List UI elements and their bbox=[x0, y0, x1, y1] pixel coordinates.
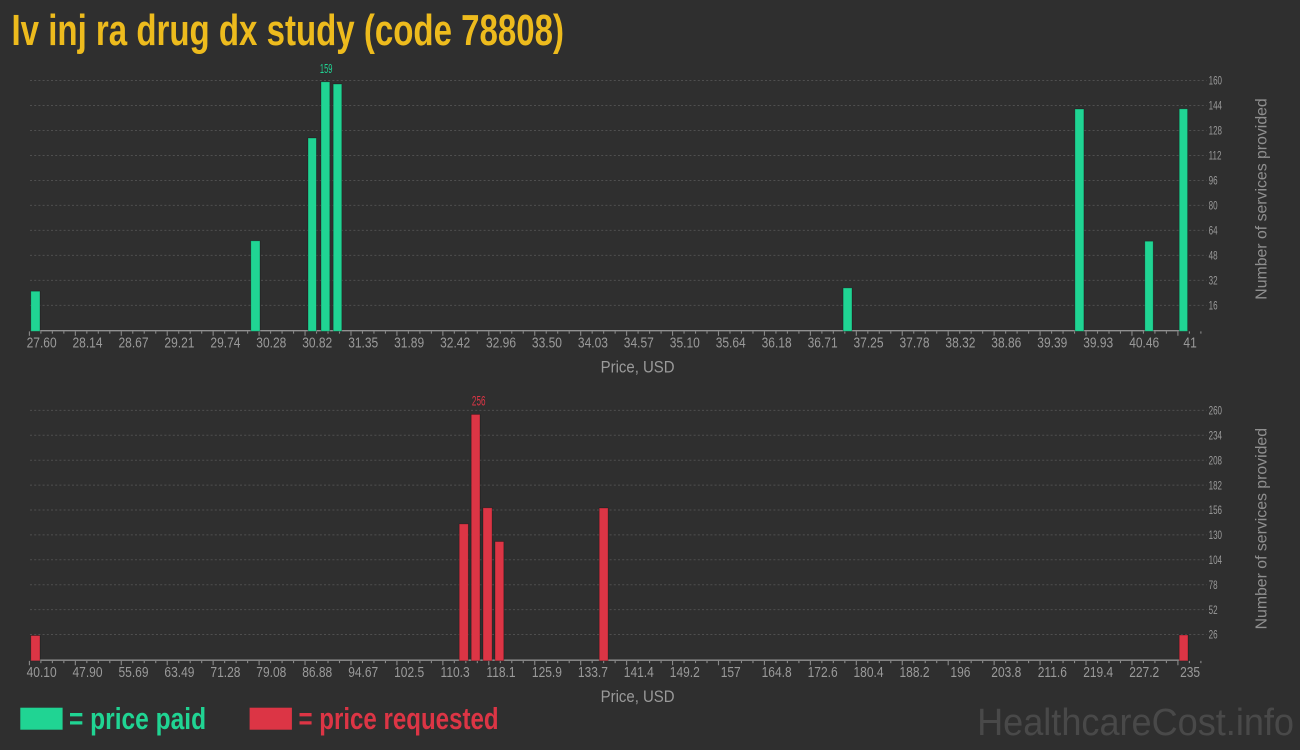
svg-text:32: 32 bbox=[1209, 275, 1218, 288]
svg-text:208: 208 bbox=[1209, 455, 1223, 468]
svg-text:219.4: 219.4 bbox=[1083, 664, 1113, 681]
svg-text:35.10: 35.10 bbox=[670, 334, 700, 351]
svg-text:32.42: 32.42 bbox=[440, 334, 470, 351]
svg-text:= price paid: = price paid bbox=[69, 702, 206, 736]
svg-text:40.46: 40.46 bbox=[1129, 334, 1159, 351]
svg-text:34.03: 34.03 bbox=[578, 334, 608, 351]
svg-text:37.78: 37.78 bbox=[899, 334, 929, 351]
svg-text:38.86: 38.86 bbox=[991, 334, 1021, 351]
svg-text:36.18: 36.18 bbox=[762, 334, 792, 351]
svg-text:Iv inj ra drug dx study (code: Iv inj ra drug dx study (code 78808) bbox=[12, 6, 564, 55]
svg-text:234: 234 bbox=[1209, 430, 1223, 443]
svg-text:= price requested: = price requested bbox=[299, 701, 499, 735]
svg-text:203.8: 203.8 bbox=[991, 664, 1021, 681]
svg-text:71.28: 71.28 bbox=[210, 664, 240, 681]
svg-text:Price, USD: Price, USD bbox=[601, 688, 675, 706]
svg-text:156: 156 bbox=[1209, 505, 1223, 518]
svg-text:256: 256 bbox=[472, 395, 486, 410]
svg-text:78: 78 bbox=[1209, 580, 1218, 593]
svg-text:128: 128 bbox=[1209, 125, 1223, 138]
svg-text:29.74: 29.74 bbox=[210, 334, 240, 351]
svg-text:130: 130 bbox=[1209, 530, 1223, 543]
svg-text:180.4: 180.4 bbox=[853, 664, 883, 681]
svg-text:104: 104 bbox=[1209, 555, 1223, 568]
svg-text:144: 144 bbox=[1209, 100, 1223, 113]
svg-text:Number of services provided: Number of services provided bbox=[1254, 98, 1271, 299]
svg-text:16: 16 bbox=[1209, 300, 1218, 313]
svg-text:30.82: 30.82 bbox=[302, 334, 332, 351]
svg-text:172.6: 172.6 bbox=[808, 664, 838, 681]
svg-text:196: 196 bbox=[950, 664, 970, 681]
svg-text:260: 260 bbox=[1209, 405, 1223, 418]
svg-text:40.10: 40.10 bbox=[27, 664, 57, 681]
svg-text:141.4: 141.4 bbox=[624, 664, 654, 681]
svg-text:26: 26 bbox=[1209, 629, 1218, 642]
svg-text:47.90: 47.90 bbox=[72, 664, 102, 681]
svg-text:118.1: 118.1 bbox=[486, 664, 515, 681]
svg-text:63.49: 63.49 bbox=[164, 664, 194, 681]
svg-text:125.9: 125.9 bbox=[532, 664, 562, 681]
svg-text:96: 96 bbox=[1209, 175, 1218, 188]
svg-text:29.21: 29.21 bbox=[164, 334, 194, 351]
svg-text:235: 235 bbox=[1180, 664, 1200, 681]
svg-text:211.6: 211.6 bbox=[1038, 664, 1067, 681]
svg-text:64: 64 bbox=[1209, 225, 1218, 238]
svg-text:27.60: 27.60 bbox=[27, 334, 57, 351]
svg-text:48: 48 bbox=[1209, 250, 1218, 263]
svg-text:112: 112 bbox=[1209, 150, 1222, 163]
svg-text:30.28: 30.28 bbox=[256, 334, 286, 351]
svg-text:182: 182 bbox=[1209, 480, 1223, 493]
svg-text:133.7: 133.7 bbox=[578, 664, 608, 681]
svg-text:159: 159 bbox=[320, 62, 333, 77]
svg-text:34.57: 34.57 bbox=[624, 334, 654, 351]
svg-text:79.08: 79.08 bbox=[256, 664, 286, 681]
svg-text:Price, USD: Price, USD bbox=[601, 359, 675, 377]
svg-text:55.69: 55.69 bbox=[118, 664, 148, 681]
svg-text:102.5: 102.5 bbox=[394, 664, 424, 681]
svg-text:52: 52 bbox=[1209, 605, 1218, 618]
svg-text:38.32: 38.32 bbox=[945, 334, 975, 351]
svg-text:86.88: 86.88 bbox=[302, 664, 332, 681]
svg-text:28.67: 28.67 bbox=[118, 334, 148, 351]
svg-text:35.64: 35.64 bbox=[716, 334, 746, 351]
svg-text:HealthcareCost.info: HealthcareCost.info bbox=[977, 700, 1294, 743]
svg-text:31.89: 31.89 bbox=[394, 334, 424, 351]
svg-text:149.2: 149.2 bbox=[670, 664, 700, 681]
svg-text:94.67: 94.67 bbox=[348, 664, 378, 681]
svg-text:37.25: 37.25 bbox=[853, 334, 883, 351]
svg-text:28.14: 28.14 bbox=[72, 334, 102, 351]
svg-text:41: 41 bbox=[1183, 334, 1196, 351]
svg-text:80: 80 bbox=[1209, 200, 1218, 213]
svg-text:188.2: 188.2 bbox=[899, 664, 929, 681]
svg-text:32.96: 32.96 bbox=[486, 334, 516, 351]
svg-text:110.3: 110.3 bbox=[441, 664, 470, 681]
svg-text:39.39: 39.39 bbox=[1037, 334, 1067, 351]
svg-text:36.71: 36.71 bbox=[808, 334, 838, 351]
svg-text:39.93: 39.93 bbox=[1083, 334, 1113, 351]
svg-text:227.2: 227.2 bbox=[1129, 664, 1159, 681]
svg-text:160: 160 bbox=[1209, 75, 1223, 88]
svg-text:157: 157 bbox=[721, 664, 741, 681]
svg-text:33.50: 33.50 bbox=[532, 334, 562, 351]
svg-text:164.8: 164.8 bbox=[762, 664, 792, 681]
svg-text:31.35: 31.35 bbox=[348, 334, 378, 351]
svg-text:Number of services provided: Number of services provided bbox=[1254, 428, 1271, 629]
